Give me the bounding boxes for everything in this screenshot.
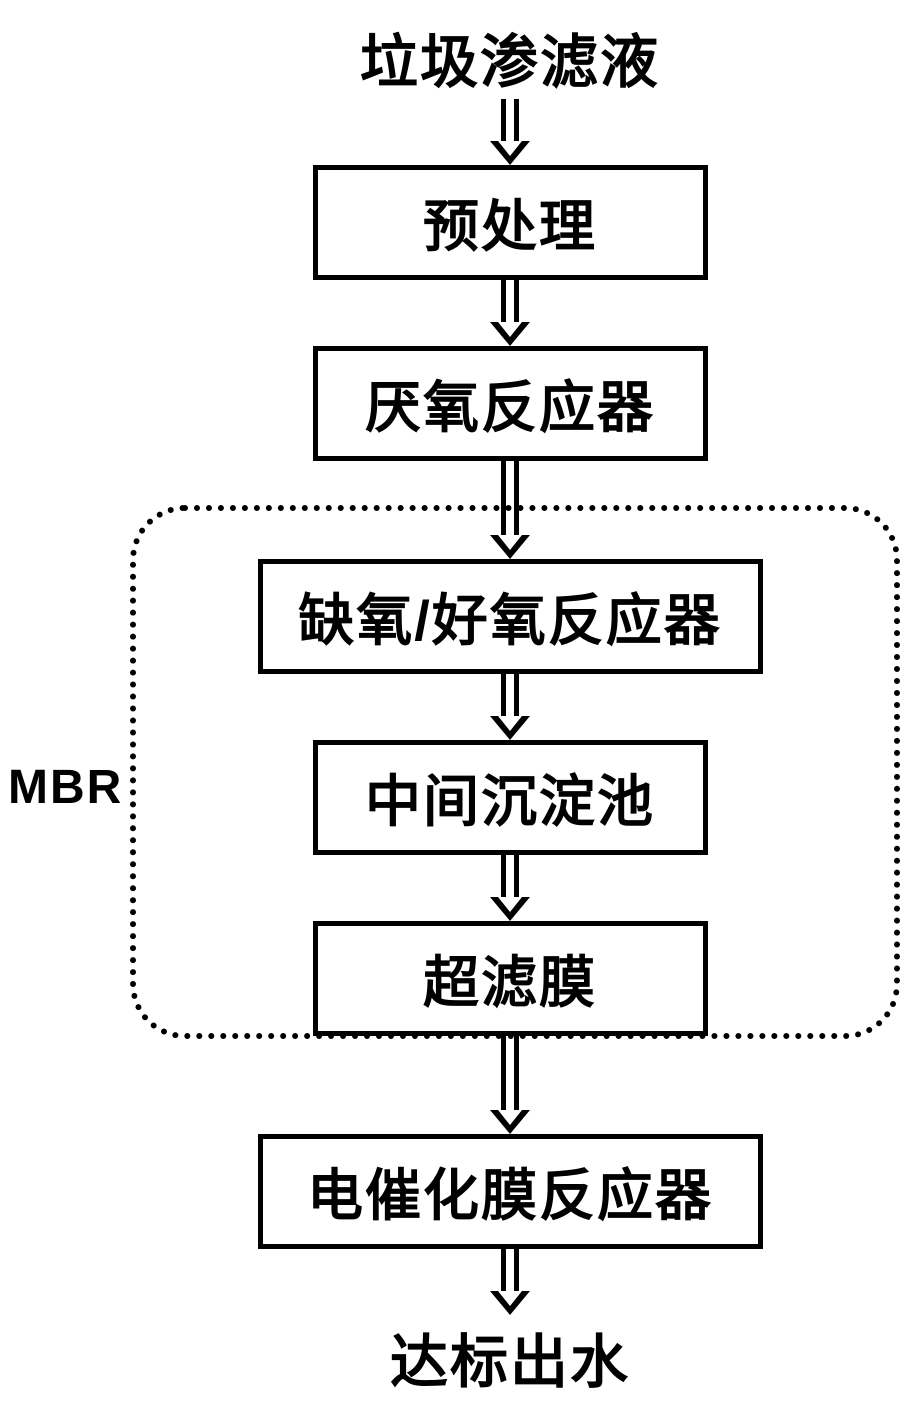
node-ultrafiltration: 超滤膜 bbox=[313, 921, 708, 1036]
arrow-2 bbox=[490, 280, 530, 346]
arrow-4 bbox=[490, 674, 530, 740]
node-sedimentation: 中间沉淀池 bbox=[313, 740, 708, 855]
mbr-group-label: MBR bbox=[8, 760, 123, 815]
node-electrocatalytic: 电催化膜反应器 bbox=[258, 1134, 763, 1249]
arrow-6 bbox=[490, 1036, 530, 1134]
arrow-5 bbox=[490, 855, 530, 921]
node-anaerobic: 厌氧反应器 bbox=[313, 346, 708, 461]
arrow-1 bbox=[490, 99, 530, 165]
arrow-7 bbox=[490, 1249, 530, 1315]
arrow-3 bbox=[490, 461, 530, 559]
flowchart-container: 垃圾渗滤液 预处理 厌氧反应器 缺氧/好氧反应器 中间沉淀池 超滤膜 电催化膜反… bbox=[210, 15, 810, 1399]
output-label: 达标出水 bbox=[390, 1315, 630, 1399]
node-pretreatment: 预处理 bbox=[313, 165, 708, 280]
input-label: 垃圾渗滤液 bbox=[360, 15, 660, 99]
node-anoxic-aerobic: 缺氧/好氧反应器 bbox=[258, 559, 763, 674]
